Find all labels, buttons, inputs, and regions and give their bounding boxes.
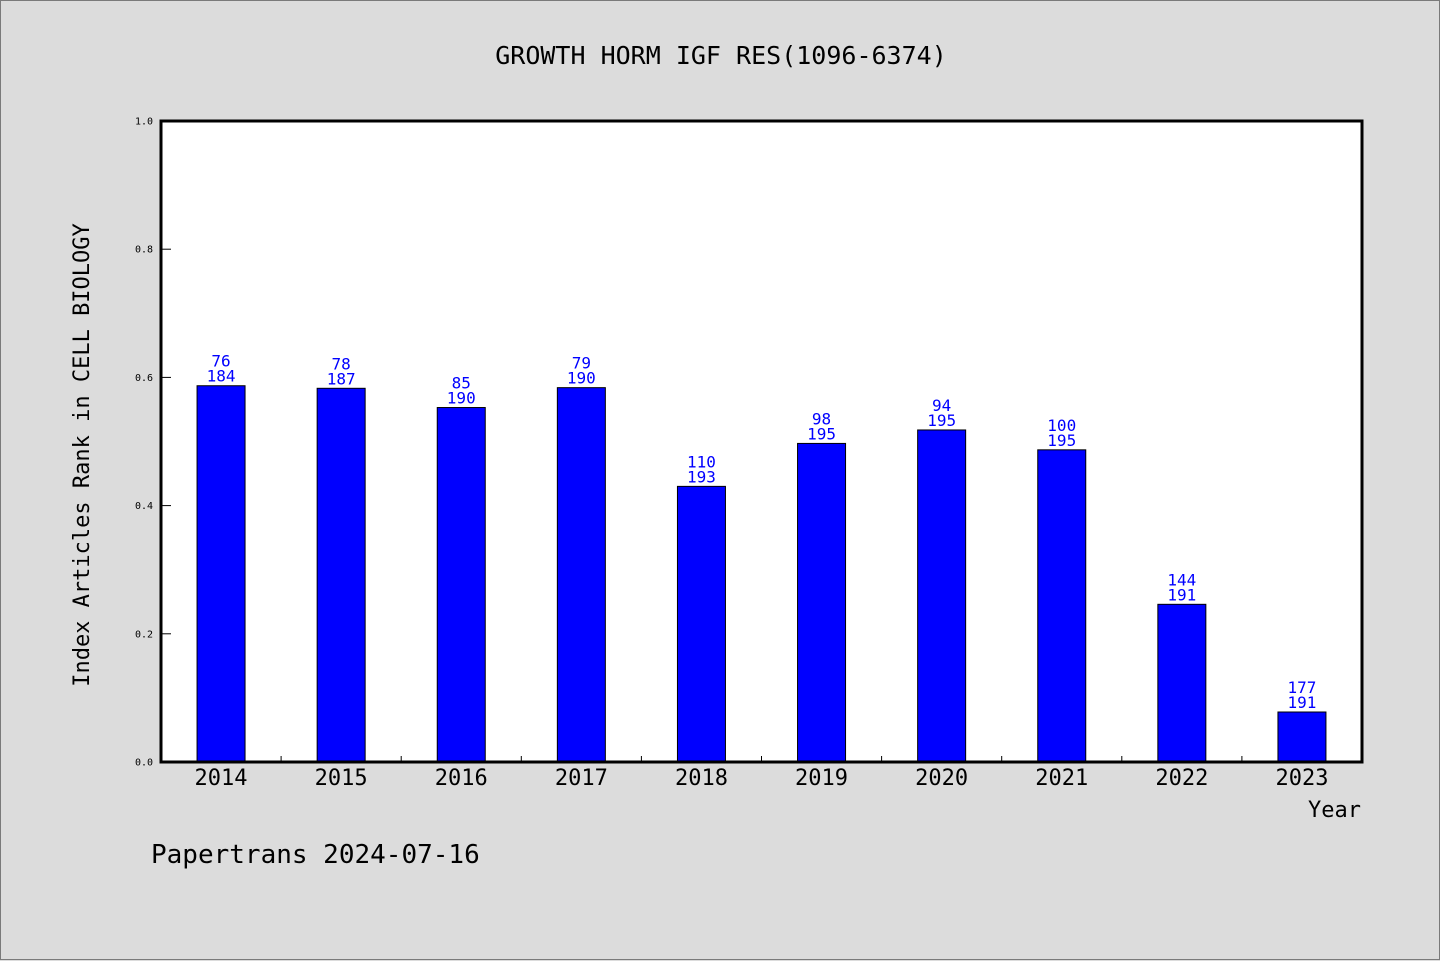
bar-label-total: 190 bbox=[447, 389, 476, 408]
bar-label-total: 195 bbox=[927, 411, 956, 430]
bar-label-rank: 94 bbox=[932, 396, 951, 415]
bar-label-rank: 110 bbox=[687, 452, 716, 471]
x-tick-label: 2023 bbox=[1275, 766, 1328, 791]
bar-label-rank: 98 bbox=[812, 409, 831, 428]
bar-label-total: 187 bbox=[327, 369, 356, 388]
bar bbox=[1037, 449, 1087, 763]
y-tick-label: 0.0 bbox=[135, 758, 153, 769]
bar-label-total: 195 bbox=[1047, 431, 1076, 450]
bar-label-rank: 76 bbox=[211, 352, 230, 371]
x-tick-label: 2018 bbox=[675, 766, 728, 791]
bar-label-rank: 78 bbox=[332, 354, 351, 373]
y-tick-label: 0.8 bbox=[135, 245, 153, 256]
bar bbox=[436, 407, 486, 763]
y-tick-label: 0.2 bbox=[135, 629, 153, 640]
x-tick-label: 2014 bbox=[195, 766, 248, 791]
bar bbox=[316, 387, 366, 763]
y-tick-label: 1.0 bbox=[135, 117, 153, 128]
bar bbox=[556, 387, 606, 763]
chart-title: GROWTH HORM IGF RES(1096-6374) bbox=[495, 41, 947, 70]
x-axis-label: Year bbox=[1308, 798, 1361, 823]
y-tick-label: 0.4 bbox=[135, 501, 153, 512]
bar-label-rank: 177 bbox=[1287, 678, 1316, 697]
y-tick-label: 0.6 bbox=[135, 373, 153, 384]
x-tick-label: 2016 bbox=[435, 766, 488, 791]
plot-frame bbox=[159, 119, 1364, 764]
bar-label-rank: 144 bbox=[1167, 570, 1196, 589]
footer-text: Papertrans 2024-07-16 bbox=[151, 840, 480, 870]
y-axis-label: Index Articles Rank in CELL BIOLOGY bbox=[70, 223, 95, 687]
bar-label-rank: 85 bbox=[452, 374, 471, 393]
x-tick-label: 2019 bbox=[795, 766, 848, 791]
bar bbox=[196, 385, 246, 763]
bar bbox=[917, 429, 967, 763]
x-tick-label: 2015 bbox=[315, 766, 368, 791]
bar-label-total: 191 bbox=[1287, 693, 1316, 712]
bar bbox=[1277, 711, 1327, 763]
bar-label-rank: 79 bbox=[572, 354, 591, 373]
bar bbox=[676, 485, 726, 763]
x-axis: 2014 2015 2016 2017 2018 2019 2020 2021 2022 2023 bbox=[195, 756, 1328, 791]
x-tick-label: 2020 bbox=[915, 766, 968, 791]
bar bbox=[797, 442, 847, 763]
x-tick-label: 2022 bbox=[1155, 766, 1208, 791]
x-tick-label: 2017 bbox=[555, 766, 608, 791]
bar-label-total: 193 bbox=[687, 467, 716, 486]
bar-label-total: 184 bbox=[207, 367, 236, 386]
bar-label-total: 190 bbox=[567, 369, 596, 388]
bar-label-rank: 100 bbox=[1047, 416, 1076, 435]
bar-label-total: 195 bbox=[807, 424, 836, 443]
bar-label-total: 191 bbox=[1167, 585, 1196, 604]
x-tick-label: 2021 bbox=[1035, 766, 1088, 791]
bars bbox=[196, 385, 1327, 763]
bar bbox=[1157, 603, 1207, 763]
